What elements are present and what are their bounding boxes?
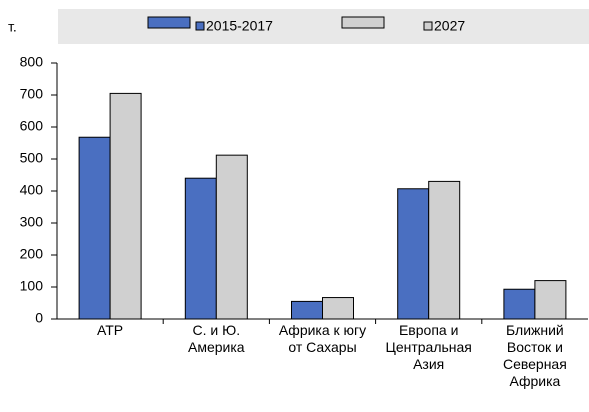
x-tick-label: АТР bbox=[97, 322, 124, 338]
y-tick-label: 300 bbox=[20, 214, 44, 230]
bar bbox=[503, 288, 536, 320]
bar bbox=[428, 180, 461, 320]
y-tick-label: 500 bbox=[20, 150, 44, 166]
bar bbox=[184, 177, 217, 320]
bar bbox=[291, 300, 323, 320]
legend-label: 2027 bbox=[434, 18, 465, 34]
bar bbox=[322, 297, 354, 320]
legend-swatch bbox=[147, 16, 191, 29]
y-axis-label: т. bbox=[8, 19, 17, 35]
legend-swatch bbox=[341, 16, 385, 29]
y-tick-label: 0 bbox=[35, 310, 43, 326]
y-tick-label: 700 bbox=[20, 86, 44, 102]
bar bbox=[215, 154, 248, 320]
legend-marker bbox=[195, 21, 205, 31]
x-tick-label: С. и Ю. Америка bbox=[188, 322, 245, 355]
bar bbox=[109, 92, 142, 320]
y-tick-label: 800 bbox=[20, 54, 44, 70]
legend-label: 2015-2017 bbox=[206, 18, 273, 34]
bar bbox=[534, 280, 567, 320]
x-tick-label: Европа и Центральная Азия bbox=[385, 322, 472, 372]
x-tick-label: Ближний Восток и Северная Африка bbox=[502, 322, 567, 389]
bar bbox=[78, 136, 111, 320]
y-tick-label: 400 bbox=[20, 182, 44, 198]
legend-band bbox=[58, 9, 589, 44]
y-tick-label: 100 bbox=[20, 278, 44, 294]
legend-marker bbox=[423, 21, 433, 31]
y-tick-label: 600 bbox=[20, 118, 44, 134]
bar bbox=[397, 188, 430, 320]
y-tick-label: 200 bbox=[20, 246, 44, 262]
x-tick-label: Африка к югу от Сахары bbox=[278, 322, 367, 355]
